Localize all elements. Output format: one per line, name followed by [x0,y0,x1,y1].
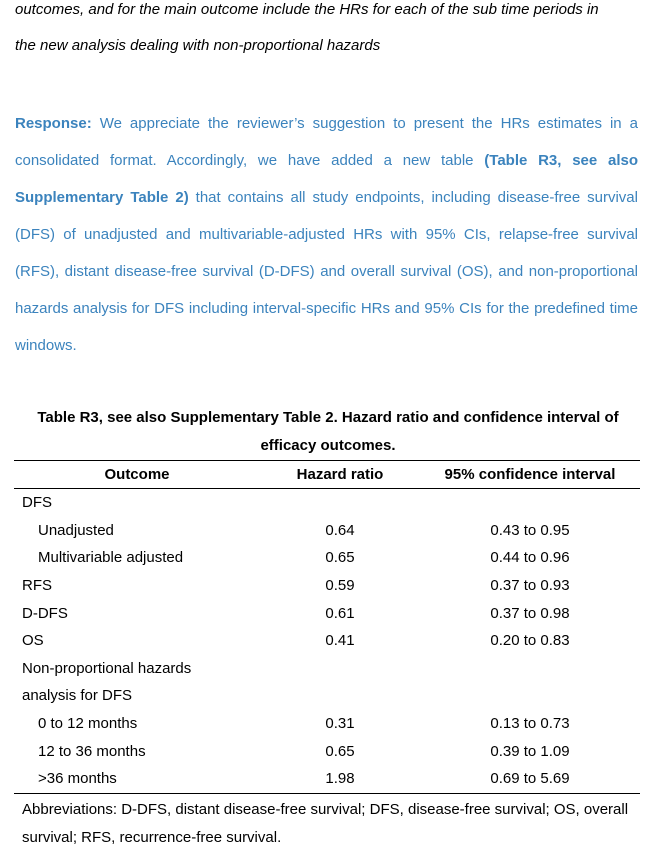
row-confidence-interval [420,682,640,710]
row-confidence-interval: 0.43 to 0.95 [490,521,570,539]
table-row: 12 to 36 months 0.65 0.39 to 1.09 [14,737,640,765]
row-hazard-ratio [260,489,420,517]
efficacy-outcomes-table: Outcome Hazard ratio 95% confidence inte… [14,460,640,852]
row-outcome: OS [22,632,44,650]
response-paragraph: Response: We appreciate the reviewer’s s… [15,105,638,364]
table-row: >36 months 1.98 0.69 to 5.69 [14,764,640,794]
table-footnote-row: Abbreviations: D-DFS, distant disease-fr… [14,793,640,852]
table-header-row: Outcome Hazard ratio 95% confidence inte… [14,460,640,489]
table-row: 0 to 12 months 0.31 0.13 to 0.73 [14,710,640,738]
table-row: Non-proportional hazards [14,655,640,683]
row-outcome: 0 to 12 months [38,715,138,733]
row-outcome: Non-proportional hazards [22,659,192,677]
row-outcome: Unadjusted [38,521,114,539]
row-outcome: >36 months [14,764,260,794]
row-outcome: D-DFS [22,604,68,622]
row-hazard-ratio: 0.65 [325,549,355,567]
row-confidence-interval: 0.20 to 0.83 [490,632,570,650]
row-hazard-ratio [260,682,420,710]
table-row: D-DFS 0.61 0.37 to 0.98 [14,599,640,627]
row-outcome: DFS [22,494,52,512]
table-row: Unadjusted 0.64 0.43 to 0.95 [14,517,640,545]
row-confidence-interval [420,489,640,517]
intro-line-1: outcomes, and for the main outcome inclu… [15,1,599,18]
row-hazard-ratio: 0.59 [325,577,355,595]
response-text-1: We appreciate the reviewer’s suggestion … [15,115,638,169]
response-text-2: that contains all study endpoints, inclu… [15,189,638,354]
row-outcome: RFS [22,577,52,595]
table-row: analysis for DFS [14,682,640,710]
row-confidence-interval: 0.13 to 0.73 [490,715,570,733]
table-row: RFS 0.59 0.37 to 0.93 [14,572,640,600]
row-hazard-ratio: 0.64 [325,521,355,539]
row-confidence-interval [420,655,640,683]
row-hazard-ratio [260,655,420,683]
table-abbreviations: Abbreviations: D-DFS, distant disease-fr… [22,800,629,846]
row-confidence-interval: 0.69 to 5.69 [420,764,640,794]
row-confidence-interval: 0.37 to 0.93 [490,577,570,595]
response-table-reference: (Table R3, see also Supplementary Table … [15,152,638,206]
intro-line-2: the new analysis dealing with non-propor… [15,37,381,54]
row-outcome: analysis for DFS [22,687,133,705]
row-hazard-ratio: 0.61 [325,604,355,622]
header-hazard-ratio: Hazard ratio [260,460,420,489]
row-hazard-ratio: 0.41 [325,632,355,650]
row-confidence-interval: 0.39 to 1.09 [490,742,570,760]
row-outcome: Multivariable adjusted [38,549,184,567]
response-label: Response: [15,115,92,132]
row-confidence-interval: 0.44 to 0.96 [490,549,570,567]
header-outcome: Outcome [14,460,260,489]
efficacy-table-container: Outcome Hazard ratio 95% confidence inte… [14,460,640,852]
table-row: Multivariable adjusted 0.65 0.44 to 0.96 [14,544,640,572]
row-hazard-ratio: 1.98 [260,764,420,794]
table-row: OS 0.41 0.20 to 0.83 [14,627,640,655]
row-confidence-interval: 0.37 to 0.98 [490,604,570,622]
row-hazard-ratio: 0.31 [325,715,355,733]
header-confidence-interval: 95% confidence interval [420,460,640,489]
table-row: DFS [14,489,640,517]
row-outcome: 12 to 36 months [38,742,146,760]
row-hazard-ratio: 0.65 [325,742,355,760]
table-caption: Table R3, see also Supplementary Table 2… [37,409,619,454]
